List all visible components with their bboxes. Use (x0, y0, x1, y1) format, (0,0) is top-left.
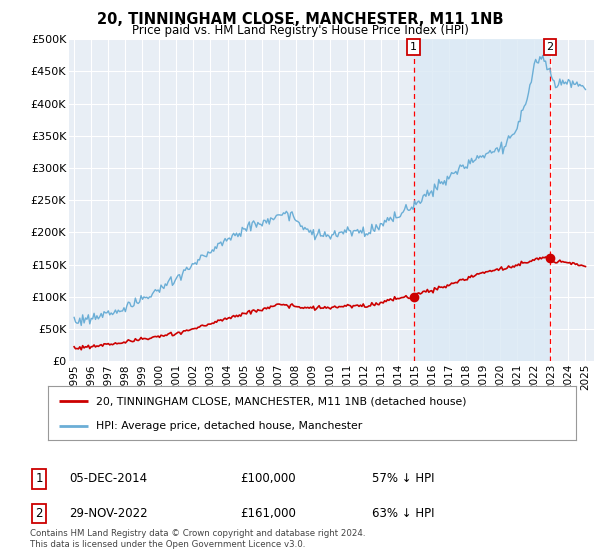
Text: 20, TINNINGHAM CLOSE, MANCHESTER, M11 1NB (detached house): 20, TINNINGHAM CLOSE, MANCHESTER, M11 1N… (95, 396, 466, 407)
Text: 2: 2 (35, 507, 43, 520)
Text: 29-NOV-2022: 29-NOV-2022 (69, 507, 148, 520)
Text: Contains HM Land Registry data © Crown copyright and database right 2024.
This d: Contains HM Land Registry data © Crown c… (30, 529, 365, 549)
Bar (413, 39, 550, 361)
Text: 1: 1 (410, 42, 417, 52)
Text: 57% ↓ HPI: 57% ↓ HPI (372, 472, 434, 486)
Text: 1: 1 (35, 472, 43, 486)
Text: 63% ↓ HPI: 63% ↓ HPI (372, 507, 434, 520)
Text: £161,000: £161,000 (240, 507, 296, 520)
Text: HPI: Average price, detached house, Manchester: HPI: Average price, detached house, Manc… (95, 421, 362, 431)
Text: £100,000: £100,000 (240, 472, 296, 486)
Text: Price paid vs. HM Land Registry's House Price Index (HPI): Price paid vs. HM Land Registry's House … (131, 24, 469, 36)
Text: 2: 2 (546, 42, 553, 52)
Text: 20, TINNINGHAM CLOSE, MANCHESTER, M11 1NB: 20, TINNINGHAM CLOSE, MANCHESTER, M11 1N… (97, 12, 503, 27)
Text: 05-DEC-2014: 05-DEC-2014 (69, 472, 147, 486)
